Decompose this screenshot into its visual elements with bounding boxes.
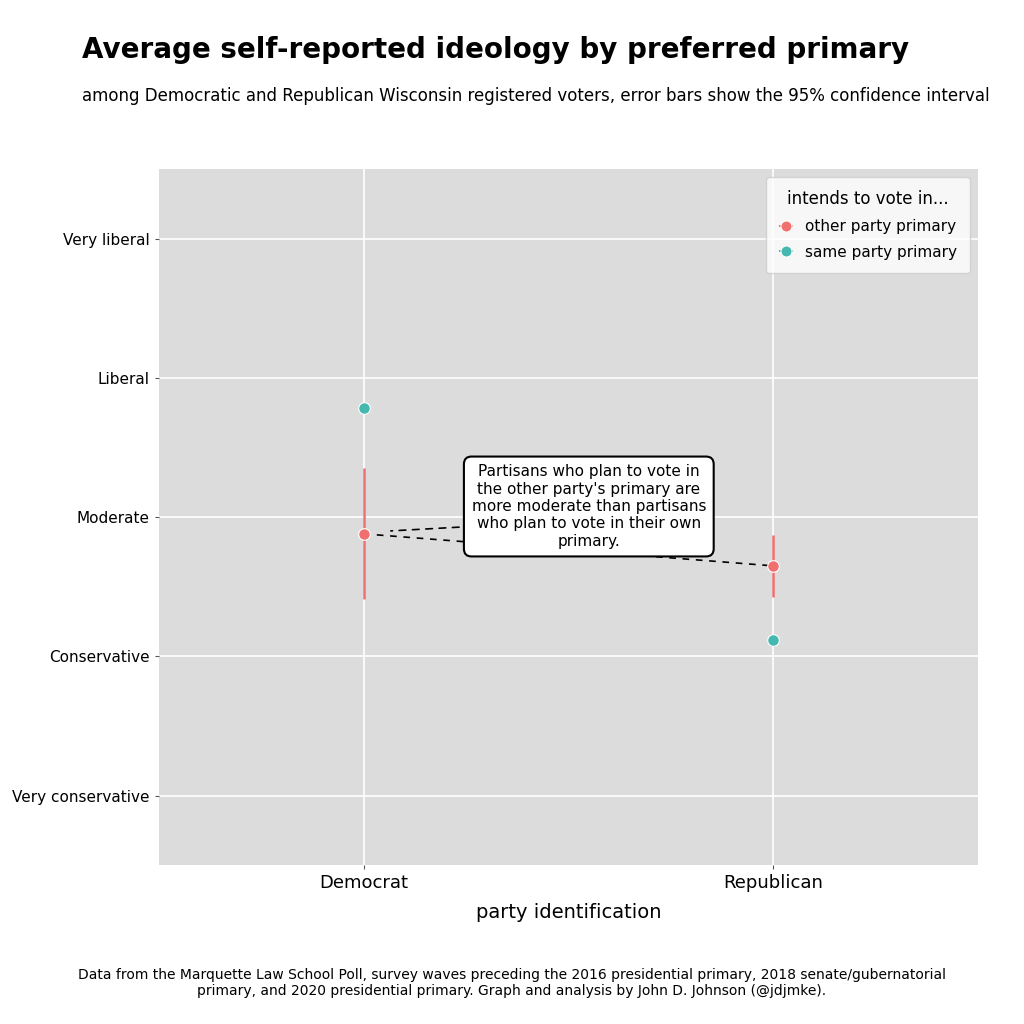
X-axis label: party identification: party identification bbox=[475, 903, 662, 923]
Legend: other party primary, same party primary: other party primary, same party primary bbox=[766, 176, 971, 273]
Point bbox=[765, 632, 781, 648]
Text: among Democratic and Republican Wisconsin registered voters, error bars show the: among Democratic and Republican Wisconsi… bbox=[82, 87, 989, 105]
Text: Average self-reported ideology by preferred primary: Average self-reported ideology by prefer… bbox=[82, 36, 909, 63]
Point bbox=[355, 400, 372, 417]
Point bbox=[355, 525, 372, 542]
Point bbox=[765, 558, 781, 574]
Text: Partisans who plan to vote in
the other party's primary are
more moderate than p: Partisans who plan to vote in the other … bbox=[471, 464, 707, 549]
Text: Data from the Marquette Law School Poll, survey waves preceding the 2016 preside: Data from the Marquette Law School Poll,… bbox=[78, 969, 946, 998]
